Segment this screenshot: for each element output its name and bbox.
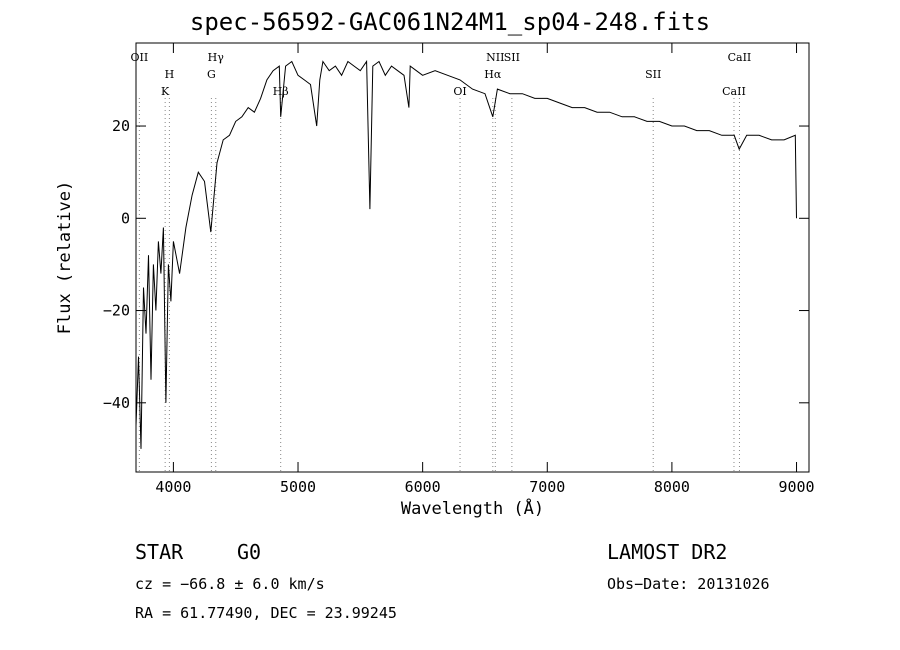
chart-title: spec-56592-GAC061N24M1_sp04-248.fits bbox=[189, 8, 711, 36]
line-marker-label: Hα bbox=[484, 68, 502, 81]
subclass-label: G0 bbox=[237, 540, 262, 564]
y-tick-label: −20 bbox=[103, 302, 130, 320]
y-axis-label: Flux (relative) bbox=[55, 181, 75, 335]
line-marker-label: SII bbox=[504, 51, 520, 64]
y-tick-label: −40 bbox=[103, 394, 130, 412]
y-tick-label: 0 bbox=[121, 209, 130, 227]
line-marker-label: CaII bbox=[722, 85, 746, 98]
x-tick-label: 4000 bbox=[155, 478, 191, 496]
redshift-label: cz = −66.8 ± 6.0 km/s bbox=[135, 575, 325, 593]
line-marker-label: Hβ bbox=[273, 85, 289, 98]
line-marker-label: OII bbox=[131, 51, 149, 64]
y-tick-label: 20 bbox=[112, 117, 130, 135]
x-axis-label: Wavelength (Å) bbox=[401, 497, 544, 519]
line-marker-label: G bbox=[207, 68, 216, 81]
line-marker-label: CaII bbox=[728, 51, 752, 64]
x-tick-label: 7000 bbox=[529, 478, 565, 496]
obs-date-label: Obs−Date: 20131026 bbox=[607, 575, 770, 593]
line-marker-label: Hγ bbox=[208, 51, 225, 64]
line-marker-label: SII bbox=[645, 68, 661, 81]
x-tick-label: 5000 bbox=[280, 478, 316, 496]
class-label: STAR bbox=[135, 540, 184, 564]
spectrum-line bbox=[135, 59, 797, 449]
line-marker-label: NII bbox=[486, 51, 504, 64]
line-marker-label: OI bbox=[453, 85, 466, 98]
x-tick-label: 6000 bbox=[405, 478, 441, 496]
x-tick-label: 8000 bbox=[654, 478, 690, 496]
plot-frame bbox=[135, 42, 810, 473]
line-marker-label: H bbox=[165, 68, 175, 81]
survey-label: LAMOST DR2 bbox=[607, 540, 728, 564]
line-marker-label: K bbox=[161, 85, 170, 98]
coordinates-label: RA = 61.77490, DEC = 23.99245 bbox=[135, 604, 397, 622]
x-tick-label: 9000 bbox=[778, 478, 814, 496]
